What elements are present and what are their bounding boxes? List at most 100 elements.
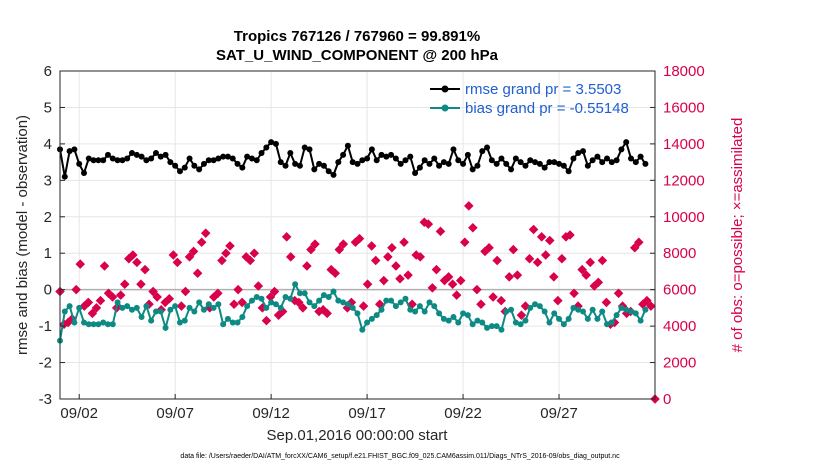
bias-point-1 — [61, 308, 68, 315]
bias-point-15 — [128, 306, 135, 313]
rmse-point-88 — [479, 148, 486, 155]
obs-point-116 — [524, 253, 535, 264]
bias-point-88 — [479, 319, 486, 326]
legend-rmse-label: rmse grand pr = 3.5503 — [465, 81, 621, 98]
rmse-point-6 — [85, 155, 92, 162]
y-right-tick-label-7: 14000 — [663, 136, 705, 153]
bias-point-75 — [416, 303, 423, 310]
obs-point-41 — [221, 248, 231, 258]
bias-point-74 — [412, 308, 419, 315]
obs-point-59 — [294, 297, 304, 308]
rmse-point-105 — [560, 162, 567, 169]
obs-point-63 — [310, 239, 320, 249]
rmse-point-94 — [508, 166, 515, 173]
y-tick-label-4: 1 — [44, 245, 52, 262]
obs-point-45 — [237, 297, 247, 308]
rmse-point-121 — [637, 153, 644, 160]
obs-point-135 — [601, 297, 612, 308]
rmse-point-42 — [258, 150, 265, 156]
bias-point-37 — [234, 319, 241, 326]
rmse-point-62 — [354, 160, 361, 167]
rmse-point-29 — [196, 166, 203, 173]
rmse-point-68 — [383, 153, 390, 160]
bias-point-27 — [186, 304, 193, 311]
obs-point-49 — [253, 281, 264, 291]
bias-point-4 — [76, 304, 83, 311]
bias-point-18 — [143, 303, 150, 310]
rmse-point-113 — [599, 159, 606, 166]
bias-point-71 — [397, 299, 404, 306]
rmse-point-61 — [349, 159, 356, 166]
rmse-point-4 — [76, 160, 83, 167]
rmse-point-106 — [565, 168, 572, 175]
rmse-point-70 — [392, 155, 399, 162]
obs-point-106 — [484, 242, 494, 253]
rmse-point-56 — [325, 168, 332, 175]
bias-point-118 — [623, 306, 630, 313]
rmse-point-58 — [335, 159, 342, 166]
obs-point-134 — [597, 255, 608, 266]
obs-point-99 — [455, 275, 466, 286]
bias-point-70 — [392, 303, 399, 310]
rmse-point-39 — [244, 153, 251, 160]
obs-point-122 — [549, 272, 559, 282]
rmse-point-93 — [503, 160, 510, 167]
rmse-point-83 — [455, 157, 462, 164]
plot-frame — [59, 70, 656, 400]
obs-point-61 — [302, 261, 312, 271]
bias-point-80 — [440, 315, 447, 322]
bias-point-43 — [263, 304, 270, 311]
rmse-point-91 — [493, 160, 500, 167]
rmse-point-33 — [215, 155, 222, 162]
obs-point-39 — [213, 288, 223, 299]
bias-point-14 — [124, 303, 131, 310]
rmse-point-76 — [421, 157, 428, 164]
obs-point-119 — [536, 232, 547, 242]
rmse-point-71 — [397, 160, 404, 167]
legend-bias-marker — [441, 104, 449, 112]
obs-point-80 — [379, 275, 389, 286]
bias-point-34 — [220, 321, 227, 328]
bias-point-2 — [66, 303, 73, 310]
bias-point-52 — [306, 299, 313, 306]
bias-point-109 — [580, 308, 587, 315]
obs-point-131 — [585, 257, 596, 268]
bias-point-120 — [632, 310, 639, 317]
y-tick-label-5: 2 — [44, 209, 52, 226]
y-axis-label: rmse and bias (model - observation) — [14, 115, 31, 355]
rmse-point-64 — [364, 155, 371, 162]
bias-point-12 — [114, 299, 121, 306]
obs-point-78 — [370, 255, 381, 266]
bias-point-63 — [359, 326, 366, 333]
bias-point-92 — [498, 326, 505, 333]
bias-point-94 — [508, 306, 515, 313]
bias-point-112 — [594, 315, 601, 322]
obs-point-82 — [387, 242, 397, 253]
rmse-point-119 — [628, 155, 635, 162]
obs-point-75 — [358, 301, 369, 311]
bias-point-89 — [484, 324, 491, 331]
obs-point-117 — [528, 224, 539, 235]
rmse-point-112 — [594, 153, 601, 160]
rmse-point-18 — [143, 157, 150, 164]
bias-point-51 — [301, 290, 308, 297]
rmse-point-85 — [464, 151, 471, 158]
obs-point-74 — [354, 233, 365, 244]
rmse-point-108 — [575, 150, 582, 156]
x-axis-label: Sep.01,2016 00:00:00 start — [267, 427, 449, 444]
x-tick-label-5: 09/27 — [540, 405, 578, 422]
rmse-point-30 — [200, 160, 207, 167]
y-axis-label-right: # of obs: o=possible; ×=assimilated — [729, 118, 746, 353]
obs-point-76 — [362, 279, 373, 289]
rmse-point-67 — [378, 151, 385, 158]
bias-point-77 — [426, 299, 433, 306]
bias-point-26 — [181, 317, 188, 324]
bias-point-78 — [431, 303, 438, 310]
bias-point-46 — [277, 304, 284, 311]
bias-point-113 — [599, 308, 606, 315]
obs-point-20 — [136, 279, 146, 289]
bias-point-57 — [330, 288, 337, 295]
bias-point-53 — [311, 303, 318, 310]
bias-point-64 — [364, 319, 371, 326]
bias-point-40 — [248, 297, 255, 304]
